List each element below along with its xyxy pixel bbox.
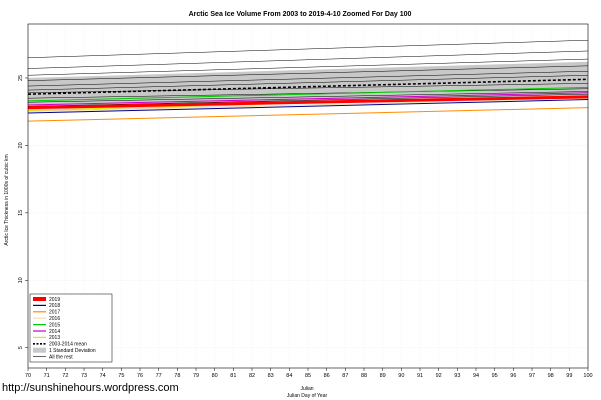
series-line-rest (27, 83, 589, 94)
series-line-rest (27, 88, 589, 99)
legend-label: 2017 (49, 310, 60, 316)
x-tick-label: 89 (380, 373, 386, 379)
x-tick-label: 91 (417, 373, 423, 379)
x-tick-label: 92 (436, 373, 442, 379)
x-tick-label: 82 (249, 373, 255, 379)
series-line-2015 (27, 86, 589, 102)
x-tick-label: 88 (361, 373, 367, 379)
x-tick-label: 72 (62, 373, 68, 379)
x-tick-label: 75 (118, 373, 124, 379)
series-line-rest (27, 65, 589, 81)
x-tick-label: 80 (212, 373, 218, 379)
x-tick-label: 97 (529, 373, 535, 379)
legend-label: 2015 (49, 322, 60, 328)
x-tick-label: 77 (156, 373, 162, 379)
series-line-2016 (27, 97, 589, 113)
series-line-rest (27, 50, 589, 69)
x-tick-label: 90 (398, 373, 404, 379)
x-tick-label: 81 (230, 373, 236, 379)
x-tick-label: 94 (473, 373, 479, 379)
x-axis-sublabel: Julian Day of Year (287, 393, 328, 399)
x-tick-label: 85 (305, 373, 311, 379)
x-tick-label: 78 (174, 373, 180, 379)
y-axis-label: Arctic Ice Thickness in 1000s of cubic k… (4, 154, 10, 245)
legend-label: 2018 (49, 303, 60, 309)
x-tick-label: 98 (548, 373, 554, 379)
x-tick-label: 74 (100, 373, 106, 379)
grid (27, 24, 589, 368)
y-tick-label: 20 (18, 142, 24, 148)
series-line-rest (27, 39, 589, 58)
x-tick-label: 99 (566, 373, 572, 379)
x-tick-label: 79 (193, 373, 199, 379)
series-line-rest (27, 70, 589, 87)
x-tick-label: 86 (324, 373, 330, 379)
x-tick-label: 71 (44, 373, 50, 379)
series-line-2018 (27, 99, 589, 114)
x-tick-label: 70 (25, 373, 31, 379)
series-line-rest (27, 93, 589, 107)
y-tick-label: 25 (18, 75, 24, 81)
y-tick-label: 10 (18, 277, 24, 283)
legend-label: 2016 (49, 316, 60, 322)
x-tick-label: 93 (454, 373, 460, 379)
x-tick-label: 84 (286, 373, 292, 379)
series-line-2003-2014-mean (27, 78, 589, 95)
legend-label: 1 Standard Deviation (49, 348, 96, 354)
legend-label: 2003-2014 mean (49, 342, 87, 348)
series-line-2019 (27, 95, 589, 110)
y-tick-label: 5 (18, 346, 24, 349)
y-axis: 5 10 15 20 25 (18, 75, 28, 349)
x-tick-label: 87 (342, 373, 348, 379)
x-tick-label: 95 (492, 373, 498, 379)
x-tick-label: 100 (583, 373, 592, 379)
legend-label: 2013 (49, 335, 60, 341)
series-line-rest (27, 58, 589, 76)
x-axis-label: Julian (300, 386, 313, 392)
series-line-rest (27, 91, 589, 103)
x-tick-label: 96 (510, 373, 516, 379)
legend-label: All the rest (49, 354, 73, 360)
series-lines (27, 39, 589, 122)
x-tick-label: 83 (268, 373, 274, 379)
y-tick-label: 15 (18, 210, 24, 216)
legend-swatch (33, 347, 46, 353)
chart-title: Arctic Sea Ice Volume From 2003 to 2019-… (189, 11, 412, 18)
x-tick-label: 73 (81, 373, 87, 379)
series-line-2017 (27, 107, 589, 122)
watermark: http://sunshinehours.wordpress.com (2, 382, 179, 394)
x-tick-label: 76 (137, 373, 143, 379)
legend-label: 2019 (49, 297, 60, 303)
series-line-rest (27, 75, 589, 91)
legend-label: 2014 (49, 329, 60, 335)
series-line-2014 (27, 92, 589, 106)
x-axis: 70 71 72 73 74 75 76 77 78 79 80 81 82 83 84 85 86 87 88 89… (25, 368, 593, 379)
